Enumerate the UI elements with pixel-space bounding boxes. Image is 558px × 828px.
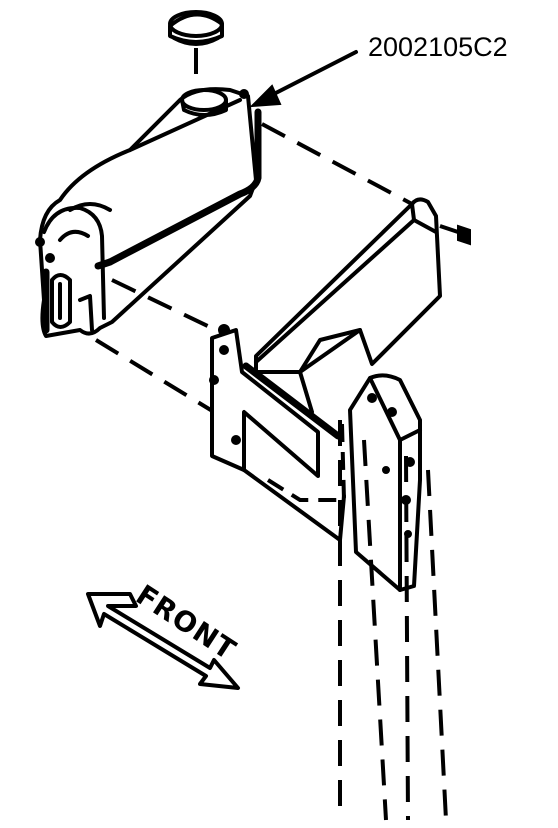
mounting-bolt [218, 224, 471, 336]
part-number-label: 2002105C2 [368, 32, 508, 62]
mounting-bracket [209, 197, 442, 542]
mounting-alignment-lines [94, 122, 459, 414]
rail-extension-lines [338, 420, 448, 821]
coolant-reservoir-tank [35, 87, 262, 338]
reservoir-cap [168, 10, 224, 46]
leader-arrow [249, 50, 358, 108]
front-direction-indicator: FRONT [86, 578, 242, 690]
radiator-support-rail [266, 373, 422, 592]
arrow-icon [86, 592, 240, 690]
